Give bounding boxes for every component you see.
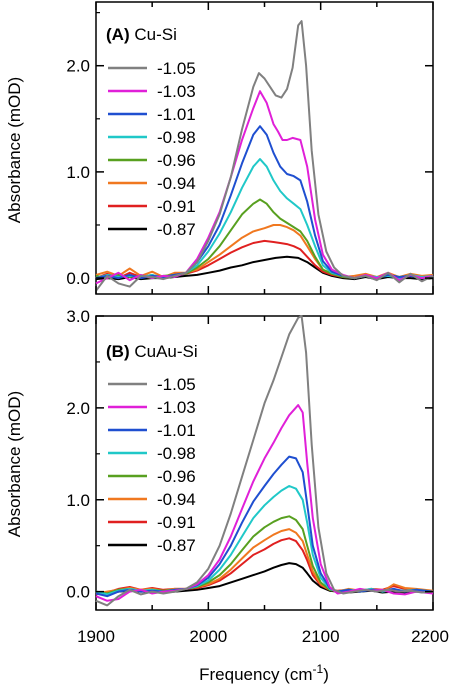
panel-a-series-line [95,198,434,280]
panel-b-y-tick-label: 0.0 [66,583,90,602]
panel-a-series-line [95,224,434,278]
panel-a-axes: 0.0 1.0 2.0 [66,2,434,294]
panel-a-y-tick-label: 2.0 [66,57,90,76]
panel-b-x-tick-label: 2000 [189,627,227,646]
panel-b-x-tick-label: 1900 [77,627,115,646]
panel-b-legend: -1.05 -1.03 -1.01 -0.98 -0.96 -0.94 -0.91 -0.87 [108,375,196,555]
panel-b-x-tick-label: 2200 [411,627,449,646]
panel-a-y-axis-title: Absorbance (mOD) [5,77,24,223]
panel-b-axes: 0.0 1.0 2.0 3.0 1900 2000 2100 2200 [66,307,449,646]
panel-b-series [95,315,434,607]
panel-a-series [95,20,434,292]
panel-a-legend-label: -1.03 [157,82,196,101]
panel-a-legend: -1.05 -1.03 -1.01 -0.98 -0.96 -0.94 -0.91 -0.87 [108,59,196,239]
panel-b-legend-label: -1.05 [157,375,196,394]
panel-b-y-axis-title: Absorbance (mOD) [5,391,24,537]
panel-b-legend-label: -0.94 [157,490,196,509]
panel-a-legend-label: -0.91 [157,197,196,216]
panel-b-legend-label: -0.98 [157,444,196,463]
panel-b-legend-label: -1.03 [157,398,196,417]
panel-b-legend-label: -0.91 [157,513,196,532]
panel-a-series-line [95,20,434,292]
panel-b-legend-label: -0.87 [157,536,196,555]
panel-b-legend-label: -1.01 [157,421,196,440]
panel-a-legend-label: -1.01 [157,105,196,124]
panel-b-legend-label: -0.96 [157,467,196,486]
panel-b-x-tick-label: 2100 [302,627,340,646]
panel-a-legend-label: -0.94 [157,174,196,193]
panel-a-legend-label: -1.05 [157,59,196,78]
panel-a-legend-label: -0.98 [157,128,196,147]
panel-b-y-tick-label: 2.0 [66,399,90,418]
panel-a-legend-label: -0.96 [157,151,196,170]
panel-a-series-line [95,90,434,285]
panel-a-legend-label: -0.87 [157,220,196,239]
panel-b-series-line [95,315,434,607]
panel-b-y-tick-label: 1.0 [66,491,90,510]
panel-a-frame [95,1,434,295]
panel-a-y-tick-label: 0.0 [66,269,90,288]
panel-b-title: (B) CuAu-Si [106,342,198,361]
panel-b-series-line [95,537,434,596]
panel-b-series-line [95,528,434,595]
panel-b-series-line [95,515,434,595]
panel-a-y-tick-label: 1.0 [66,163,90,182]
panel-b-y-tick-label: 3.0 [66,307,90,326]
panel-a-title: (A) Cu-Si [106,25,177,44]
x-axis-title: Frequency (cm-1) [199,662,329,684]
